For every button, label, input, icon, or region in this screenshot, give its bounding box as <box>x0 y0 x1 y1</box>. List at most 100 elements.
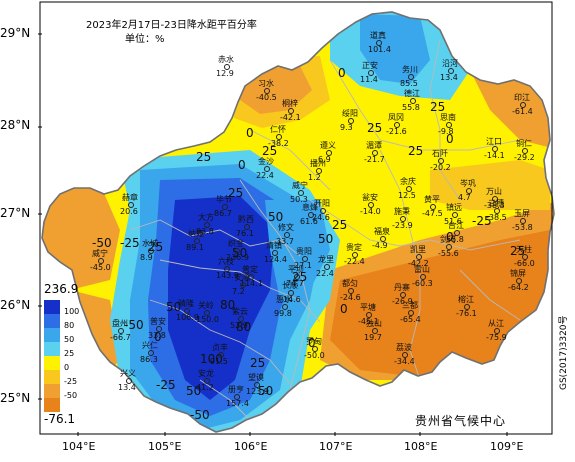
station-dot <box>400 292 406 298</box>
station-value: -64.2 <box>508 283 529 292</box>
station-name: 岑巩 <box>460 179 476 188</box>
station-value: 20.6 <box>120 207 138 216</box>
isoline-label: 0 <box>154 330 162 344</box>
station-value: 33.7 <box>276 237 294 246</box>
lon-label-108: 108°E <box>404 440 438 453</box>
station-name: 普安 <box>150 317 166 326</box>
station-dot <box>238 316 244 322</box>
station-name: 印江 <box>514 93 530 102</box>
station-dot <box>298 190 304 196</box>
station-value: -4.9 <box>372 241 388 250</box>
station-dot <box>324 264 330 270</box>
station-value: 4.7 <box>458 193 471 202</box>
station-name: 绥阳 <box>342 109 358 118</box>
station-value: 157.4 <box>226 399 249 408</box>
isoline-label: -25 <box>156 378 176 392</box>
station-name: 桐梓 <box>282 99 298 108</box>
legend-tick-25: 25 <box>64 349 75 358</box>
station-value: -38.3 <box>484 201 505 210</box>
isoline-label: 0 <box>338 66 346 80</box>
station-value: 6.9 <box>318 155 331 164</box>
station-name: 瓮安 <box>362 193 378 202</box>
station-value: 114.1 <box>240 279 263 288</box>
station-value: -61.4 <box>512 107 533 116</box>
lon-label-107: 107°E <box>319 440 353 453</box>
station-dot <box>218 352 224 358</box>
station-dot <box>410 98 416 104</box>
legend-tick-100: 100 <box>64 307 80 316</box>
station-name: 榕江 <box>458 295 474 304</box>
legend-swatch-6 <box>44 384 60 398</box>
station-value: 7.2 <box>232 287 245 296</box>
station-name: 剑河 <box>440 235 456 244</box>
isoline-label: 50 <box>186 384 202 398</box>
station-name: 凤冈 <box>388 113 404 122</box>
station-value: 12.5 <box>398 191 416 200</box>
station-name: 都匀 <box>342 279 358 288</box>
legend-swatch-5 <box>44 370 60 384</box>
station-value: -20.2 <box>430 163 451 172</box>
isoline-label: -25 <box>120 236 140 250</box>
isoline-label: 50 <box>258 384 274 398</box>
legend-swatch-7 <box>44 398 60 412</box>
station-name: 安顺 <box>234 273 250 282</box>
lon-label-104: 104°E <box>62 440 96 453</box>
station-name: 长顺 <box>282 281 298 290</box>
map-border <box>39 1 553 435</box>
station-dot <box>520 218 526 224</box>
station-name: 清镇 <box>266 241 282 250</box>
review-code: GS(2017)3320号 <box>559 315 569 390</box>
station-value: 27.1 <box>294 261 312 270</box>
station-name: 独山 <box>366 319 382 328</box>
isoline-label: -50 <box>92 236 112 250</box>
station-name: 沿河 <box>442 59 458 68</box>
station-value: -38.2 <box>268 139 289 148</box>
station-name: 从江 <box>488 319 504 328</box>
station-dot <box>288 108 294 114</box>
station-name: 丹寨 <box>394 283 410 292</box>
station-name: 修文 <box>278 223 294 232</box>
station-value: -45.1 <box>358 317 379 326</box>
station-name: 播州 <box>310 159 326 168</box>
station-value: -24.6 <box>340 293 361 302</box>
isoline-label: 25 <box>196 150 212 164</box>
station-dot <box>118 328 124 334</box>
legend-max: 236.9 <box>44 282 79 296</box>
station-value: -29.2 <box>514 153 535 162</box>
isoline-label: 25 <box>250 356 266 370</box>
isoline-label: 0 <box>238 158 246 172</box>
legend-swatch-2 <box>44 328 60 342</box>
station-dot <box>184 308 190 314</box>
station-name: 玉屏 <box>514 209 530 218</box>
station-dot <box>308 212 314 218</box>
legend-min: -76.1 <box>44 412 76 426</box>
station-name: 湄潭 <box>366 141 382 150</box>
station-dot <box>520 102 526 108</box>
station-value: 50.3 <box>290 195 308 204</box>
station-dot <box>376 40 382 46</box>
isoline-label: 25 <box>332 218 348 232</box>
station-dot <box>406 186 412 192</box>
station-name: 万山 <box>486 187 502 196</box>
station-value: -21.6 <box>386 127 407 136</box>
station-value: 22.4 <box>316 269 334 278</box>
station-name: 遵义 <box>320 141 336 150</box>
station-name: 龙里 <box>318 255 334 264</box>
lat-label-26: 26°N <box>0 298 31 312</box>
isoline-label: -50 <box>190 408 210 422</box>
station-name: 赤水 <box>218 55 234 64</box>
station-value: -14.6 <box>280 295 301 304</box>
station-value: -76.1 <box>456 309 477 318</box>
isoline-label: 25 <box>367 121 383 135</box>
station-name: 紫云 <box>232 307 248 316</box>
station-name: 晴隆 <box>178 299 194 308</box>
station-name: 平坝 <box>288 265 304 274</box>
legend-tick-50: 50 <box>64 335 75 344</box>
station-name: 铜仁 <box>516 139 532 148</box>
legend-swatch-4 <box>44 356 60 370</box>
station-name: 江口 <box>486 137 502 146</box>
station-name: 普定 <box>242 265 258 274</box>
isoline-label: 50 <box>268 210 284 224</box>
station-dot <box>288 290 294 296</box>
station-dot <box>224 64 230 70</box>
